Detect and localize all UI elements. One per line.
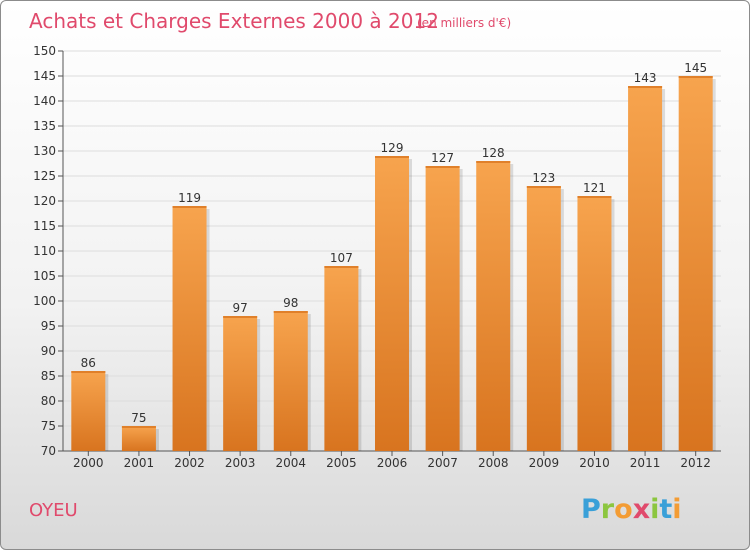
bar-2009 bbox=[526, 186, 561, 451]
y-tick-label: 75 bbox=[41, 419, 56, 433]
chart-title: Achats et Charges Externes 2000 à 2012 bbox=[29, 9, 439, 33]
y-tick-label: 135 bbox=[33, 119, 56, 133]
bar-top-edge bbox=[172, 206, 207, 208]
bar-2004 bbox=[273, 311, 308, 451]
data-label-2001: 75 bbox=[131, 411, 146, 425]
y-tick-label: 150 bbox=[33, 44, 56, 58]
logo-letter: P bbox=[581, 494, 601, 525]
bar-top-edge bbox=[476, 161, 511, 163]
x-tick-label: 2005 bbox=[326, 456, 357, 470]
x-tick-label: 2012 bbox=[680, 456, 711, 470]
y-tick-label: 145 bbox=[33, 69, 56, 83]
x-tick-label: 2008 bbox=[478, 456, 509, 470]
data-label-2012: 145 bbox=[684, 61, 707, 75]
bar-2011 bbox=[628, 86, 663, 451]
data-label-2004: 98 bbox=[283, 296, 298, 310]
data-label-2003: 97 bbox=[233, 301, 248, 315]
bar-2002 bbox=[172, 206, 207, 451]
x-tick-label: 2000 bbox=[73, 456, 104, 470]
y-tick-label: 120 bbox=[33, 194, 56, 208]
bar-top-edge bbox=[273, 311, 308, 313]
x-tick-label: 2001 bbox=[124, 456, 155, 470]
x-tick-label: 2011 bbox=[630, 456, 661, 470]
y-tick-label: 80 bbox=[41, 394, 56, 408]
logo-letter: x bbox=[633, 494, 650, 525]
place-name: OYEU bbox=[29, 500, 78, 521]
bar-2007 bbox=[425, 166, 460, 451]
logo-letter: o bbox=[614, 494, 633, 525]
bar-2010 bbox=[577, 196, 612, 451]
x-tick-label: 2003 bbox=[225, 456, 256, 470]
data-label-2006: 129 bbox=[381, 141, 404, 155]
y-tick-label: 130 bbox=[33, 144, 56, 158]
logo-letter: i bbox=[650, 494, 659, 525]
logo-letter: i bbox=[672, 494, 681, 525]
bar-top-edge bbox=[577, 196, 612, 198]
logo-letter: r bbox=[601, 494, 615, 525]
y-tick-label: 115 bbox=[33, 219, 56, 233]
x-tick-label: 2007 bbox=[427, 456, 458, 470]
bar-top-edge bbox=[628, 86, 663, 88]
x-tick-label: 2004 bbox=[275, 456, 306, 470]
bar-top-edge bbox=[526, 186, 561, 188]
data-label-2011: 143 bbox=[634, 71, 657, 85]
logo-letter: t bbox=[659, 494, 672, 525]
data-label-2008: 128 bbox=[482, 146, 505, 160]
x-tick-label: 2010 bbox=[579, 456, 610, 470]
bars: 86 75 119 97 98 107 129 127 128 123 121 143 145 bbox=[71, 61, 716, 451]
y-tick-label: 90 bbox=[41, 344, 56, 358]
data-label-2002: 119 bbox=[178, 191, 201, 205]
data-label-2000: 86 bbox=[81, 356, 96, 370]
bar-top-edge bbox=[425, 166, 460, 168]
bar-top-edge bbox=[375, 156, 409, 158]
x-tick-label: 2006 bbox=[377, 456, 408, 470]
bar-top-edge bbox=[324, 266, 359, 268]
data-label-2005: 107 bbox=[330, 251, 353, 265]
bar-2006 bbox=[375, 156, 409, 451]
data-label-2007: 127 bbox=[431, 151, 454, 165]
chart-subtitle: (en milliers d'€) bbox=[417, 16, 511, 30]
proxiti-logo: Proxiti bbox=[581, 494, 682, 525]
x-tick-label: 2009 bbox=[529, 456, 560, 470]
x-tick-label: 2002 bbox=[174, 456, 205, 470]
bar-2005 bbox=[324, 266, 359, 451]
x-axis: 2000 2001 2002 2003 2004 2005 2006 2007 2008 2009… bbox=[73, 451, 711, 470]
y-tick-label: 95 bbox=[41, 319, 56, 333]
y-tick-label: 110 bbox=[33, 244, 56, 258]
bar-2008 bbox=[476, 161, 511, 451]
y-tick-label: 125 bbox=[33, 169, 56, 183]
bar-2001 bbox=[121, 426, 156, 451]
bar-top-edge bbox=[678, 76, 713, 78]
y-tick-label: 70 bbox=[41, 444, 56, 458]
bar-top-edge bbox=[121, 426, 156, 428]
bar-2003 bbox=[223, 316, 258, 451]
bar-2012 bbox=[678, 76, 713, 451]
y-tick-label: 85 bbox=[41, 369, 56, 383]
data-label-2010: 121 bbox=[583, 181, 606, 195]
y-tick-label: 140 bbox=[33, 94, 56, 108]
data-label-2009: 123 bbox=[532, 171, 555, 185]
bar-top-edge bbox=[223, 316, 258, 318]
y-tick-label: 100 bbox=[33, 294, 56, 308]
bar-top-edge bbox=[71, 371, 106, 373]
y-tick-label: 105 bbox=[33, 269, 56, 283]
bar-2000 bbox=[71, 371, 106, 451]
